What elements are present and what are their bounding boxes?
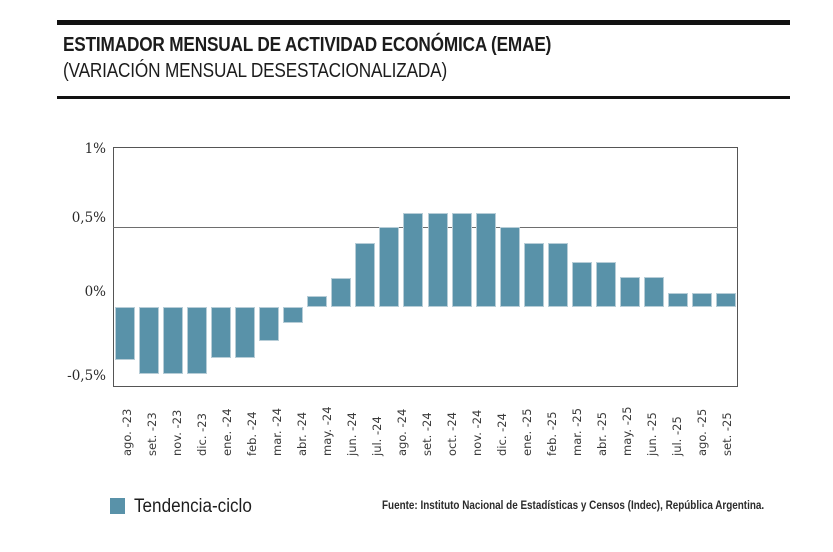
bar-ene-25: [523, 243, 544, 307]
bar-oct-23: [163, 307, 184, 375]
bar-feb-25: [547, 243, 568, 307]
bar-may-24: [331, 278, 352, 307]
x-tick-label: oct. -24: [444, 412, 459, 456]
bar-feb-24: [259, 307, 280, 341]
bar-mar-25: [571, 262, 592, 307]
x-tick-label: set. -23: [144, 412, 159, 456]
chart-title: ESTIMADOR MENSUAL DE ACTIVIDAD ECONÓMICA…: [63, 34, 552, 56]
gridline-0-5: [113, 227, 738, 229]
y-tick-label: -0,5%: [67, 368, 106, 384]
x-tick-label: nov. -24: [469, 409, 484, 456]
bar-dic-24: [499, 227, 520, 307]
bar-jul-25: [667, 292, 688, 307]
bar-ene-24: [235, 307, 256, 359]
y-tick-label: 0%: [84, 284, 106, 300]
legend-swatch: [110, 498, 125, 514]
y-tick-label: 1%: [84, 141, 106, 157]
bar-ago-23: [115, 307, 136, 360]
x-tick-label: nov. -23: [169, 409, 184, 456]
bar-mar-24: [283, 307, 304, 323]
x-tick-label: ago. -24: [394, 408, 409, 456]
x-tick-label: feb. -24: [244, 411, 259, 456]
x-tick-label: dic. -24: [494, 413, 509, 456]
x-tick-label: dic. -23: [194, 413, 209, 456]
bar-jul-24: [379, 227, 400, 307]
chart-subtitle: (VARIACIÓN MENSUAL DESESTACIONALIZADA): [63, 60, 448, 82]
y-tick-label: 0,5%: [71, 210, 106, 226]
x-tick-label: jul. -25: [669, 416, 684, 456]
legend-label: Tendencia-ciclo: [134, 496, 252, 517]
header-rule-bottom: [57, 96, 790, 99]
bar-abr-25: [595, 262, 616, 307]
x-tick-label: mar. -25: [569, 407, 584, 456]
bar-set-23: [139, 307, 160, 375]
bar-jun-24: [355, 243, 376, 307]
x-tick-label: set. -24: [419, 412, 434, 456]
bar-nov-24: [475, 212, 496, 307]
x-tick-label: set. -25: [719, 412, 734, 456]
bar-ago-24: [403, 212, 424, 307]
bar-dic-23: [211, 307, 232, 359]
x-tick-label: jun. -24: [344, 412, 359, 456]
x-tick-label: abr. -24: [294, 411, 309, 456]
x-tick-label: may. -24: [319, 406, 334, 456]
x-tick-label: jun. -25: [644, 412, 659, 456]
source-note: Fuente: Instituto Nacional de Estadístic…: [382, 500, 765, 512]
x-tick-label: ene. -24: [219, 408, 234, 456]
header-rule-top: [57, 20, 790, 25]
bar-nov-23: [187, 307, 208, 375]
bar-may-25: [619, 276, 640, 307]
x-tick-label: jul. -24: [369, 416, 384, 456]
bar-jun-25: [643, 276, 664, 307]
x-tick-label: may. -25: [619, 406, 634, 456]
bar-set-25: [715, 292, 736, 307]
x-tick-label: mar. -24: [269, 407, 284, 456]
bar-oct-24: [451, 212, 472, 307]
x-tick-label: feb. -25: [544, 411, 559, 456]
x-tick-label: ago. -25: [694, 408, 709, 456]
x-tick-label: ene. -25: [519, 408, 534, 456]
x-tick-label: abr. -25: [594, 411, 609, 456]
bar-set-24: [427, 212, 448, 307]
bar-ago-25: [691, 292, 712, 307]
bar-abr-24: [307, 295, 328, 307]
x-tick-label: ago. -23: [119, 408, 134, 456]
